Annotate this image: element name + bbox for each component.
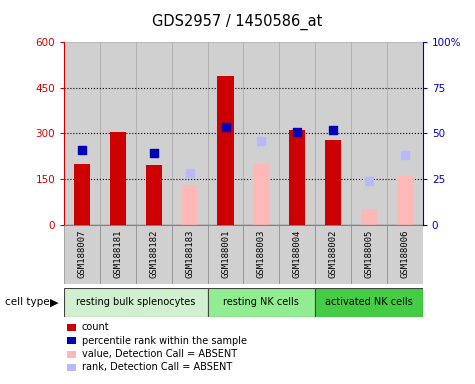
Text: activated NK cells: activated NK cells (325, 297, 413, 308)
Text: resting bulk splenocytes: resting bulk splenocytes (76, 297, 196, 308)
Text: cell type: cell type (5, 297, 49, 308)
Point (150, 150, 158, 156)
Text: rank, Detection Call = ABSENT: rank, Detection Call = ABSENT (82, 362, 232, 372)
Bar (253, 164, 269, 225)
Bar (100, 42, 136, 225)
Point (222, 124, 229, 131)
Point (78, 147, 86, 153)
Bar (315, 42, 351, 225)
Bar (244, 225, 279, 284)
Point (186, 170, 193, 176)
Point (365, 177, 373, 184)
Bar (100, 225, 136, 284)
Text: GSM188003: GSM188003 (257, 229, 266, 278)
Bar (279, 42, 315, 225)
Bar (208, 42, 244, 225)
Bar (351, 42, 387, 225)
Point (294, 129, 301, 135)
Point (257, 138, 265, 144)
Bar (208, 225, 244, 284)
Bar (325, 139, 341, 225)
Bar (244, 42, 279, 225)
Text: value, Detection Call = ABSENT: value, Detection Call = ABSENT (82, 349, 237, 359)
Text: GSM188183: GSM188183 (185, 229, 194, 278)
Bar (315, 225, 351, 284)
Bar (289, 131, 305, 225)
Bar (181, 185, 198, 225)
Bar (208, 288, 315, 317)
Bar (136, 42, 172, 225)
Text: GDS2957 / 1450586_at: GDS2957 / 1450586_at (152, 13, 323, 30)
Bar (146, 166, 162, 225)
Text: GSM188004: GSM188004 (293, 229, 302, 278)
Text: ▶: ▶ (50, 297, 59, 308)
Bar (315, 288, 423, 317)
Bar (218, 76, 234, 225)
Text: GSM188007: GSM188007 (77, 229, 86, 278)
Bar (361, 209, 377, 225)
Text: GSM188006: GSM188006 (400, 229, 409, 278)
Point (401, 152, 408, 158)
Text: GSM188005: GSM188005 (364, 229, 373, 278)
Bar (172, 225, 208, 284)
Bar (172, 42, 208, 225)
Bar (110, 132, 126, 225)
Bar (136, 225, 172, 284)
Point (329, 127, 337, 134)
Text: GSM188002: GSM188002 (329, 229, 338, 278)
Bar (397, 176, 413, 225)
Text: resting NK cells: resting NK cells (223, 297, 299, 308)
Text: count: count (82, 322, 109, 332)
Bar (351, 225, 387, 284)
Text: GSM188001: GSM188001 (221, 229, 230, 278)
Bar (279, 225, 315, 284)
Bar (387, 42, 423, 225)
Bar (64, 225, 100, 284)
Bar (64, 42, 100, 225)
Text: GSM188181: GSM188181 (114, 229, 123, 278)
Bar (64, 288, 208, 317)
Text: GSM188182: GSM188182 (149, 229, 158, 278)
Bar (387, 225, 423, 284)
Bar (74, 164, 90, 225)
Text: percentile rank within the sample: percentile rank within the sample (82, 336, 247, 346)
